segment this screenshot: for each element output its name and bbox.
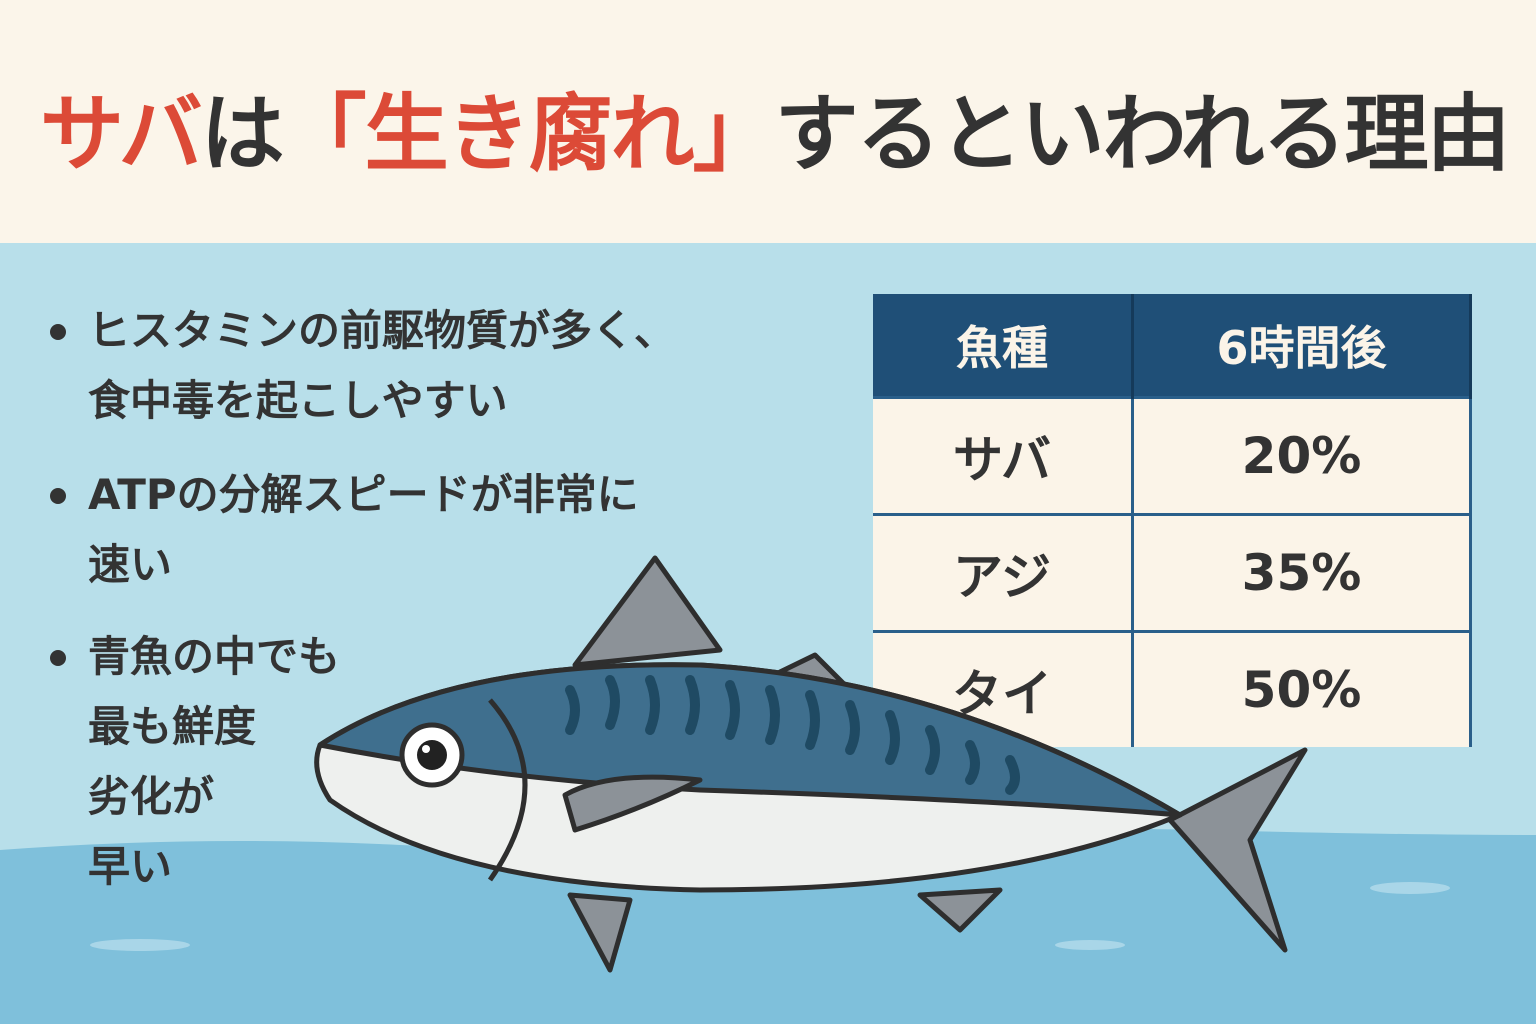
- title-particle: は: [200, 85, 285, 183]
- bullet-dot-icon: [50, 650, 66, 666]
- header: サバは「生き腐れ」するといわれる理由: [0, 0, 1536, 243]
- title-ikigusare: 「生き腐れ」: [282, 85, 777, 183]
- freshness-table: 魚種 6時間後 サバ 20% アジ 35% タイ 50%: [873, 294, 1472, 747]
- cell-value: 50%: [1132, 630, 1472, 747]
- header-6-hours-after: 6時間後: [1132, 294, 1472, 398]
- cell-fish: アジ: [873, 513, 1134, 632]
- table-row: アジ 35%: [873, 513, 1472, 632]
- bullet-text: ATPの分解スピードが非常に 速い: [88, 470, 639, 589]
- title-rest: するといわれる理由: [774, 85, 1511, 183]
- table-header-row: 魚種 6時間後: [873, 294, 1472, 398]
- bullet-item: 青魚の中でも 最も鮮度 劣化が 早い: [50, 622, 340, 902]
- header-fish-species: 魚種: [873, 294, 1134, 398]
- cell-value: 35%: [1132, 513, 1472, 632]
- cell-fish: サバ: [873, 396, 1134, 515]
- bullet-item: ATPの分解スピードが非常に 速い: [50, 460, 639, 600]
- bullet-text: ヒスタミンの前駆物質が多く、 食中毒を起こしやすい: [88, 306, 677, 425]
- bullet-dot-icon: [50, 324, 66, 340]
- bullet-item: ヒスタミンの前駆物質が多く、 食中毒を起こしやすい: [50, 296, 676, 436]
- bullet-text: 青魚の中でも 最も鮮度 劣化が 早い: [88, 632, 341, 891]
- title-saba: サバ: [40, 85, 203, 183]
- cell-value: 20%: [1132, 396, 1472, 515]
- table-row: サバ 20%: [873, 396, 1472, 515]
- bullet-dot-icon: [50, 488, 66, 504]
- page-title: サバは「生き腐れ」するといわれる理由: [40, 92, 1510, 176]
